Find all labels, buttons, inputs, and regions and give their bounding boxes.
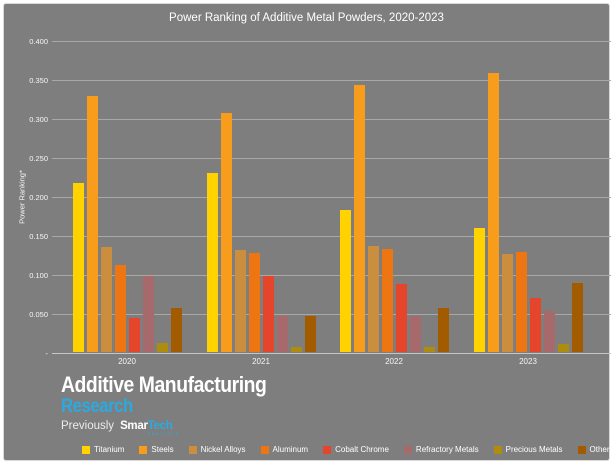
legend-swatch-icon [493,445,502,454]
bar-cobalt-chrome-2021 [263,276,274,352]
bar-steels-2023 [488,73,499,352]
bar-titanium-2021 [207,173,218,352]
legend-item-refractory-metals: Refractory Metals [403,445,479,454]
y-tick-label-0.350: 0.350 [29,76,48,85]
bar-titanium-2022 [340,210,351,352]
legend-item-nickel-alloys: Nickel Alloys [188,445,246,454]
gridline-0.150 [52,236,611,237]
y-tick-label-0.200: 0.200 [29,193,48,202]
brand-smartech-part1: Smar [120,420,148,433]
x-tick-label-2020: 2020 [118,357,136,366]
legend-label: Others [589,445,614,454]
bar-nickel-alloys-2020 [101,247,112,352]
bar-nickel-alloys-2023 [502,254,513,352]
x-tick-label-2023: 2023 [519,357,537,366]
brand-logo: Additive Manufacturing Research Previous… [61,373,294,436]
gridline-0.300 [52,119,611,120]
legend-swatch-icon [188,445,197,454]
y-tick-label-0.100: 0.100 [29,271,48,280]
bar-precious-metals-2020 [157,343,168,352]
bar-others-2021 [305,316,316,352]
bar-cobalt-chrome-2022 [396,284,407,352]
bar-steels-2021 [221,113,232,352]
bar-group-2022 [340,85,449,352]
bar-titanium-2023 [474,228,485,352]
legend-label: Titanium [94,445,125,454]
legend-swatch-icon [577,445,586,454]
bar-precious-metals-2023 [558,344,569,352]
legend-item-aluminum: Aluminum [260,445,309,454]
bar-nickel-alloys-2022 [368,246,379,352]
bar-group-2021 [207,113,316,352]
legend-swatch-icon [139,445,148,454]
legend-swatch-icon [323,445,332,454]
bar-cobalt-chrome-2020 [129,318,140,352]
legend-item-steels: Steels [139,445,174,454]
legend-item-cobalt-chrome: Cobalt Chrome [323,445,389,454]
y-tick-label-0.250: 0.250 [29,154,48,163]
bar-others-2022 [438,308,449,352]
y-tick-label--: - [45,349,49,358]
bar-precious-metals-2021 [291,347,302,352]
bar-aluminum-2023 [516,252,527,352]
brand-smartech-part2: Tech [147,420,173,433]
bar-refractory-metals-2021 [277,316,288,352]
legend-item-titanium: Titanium [82,445,124,454]
bar-aluminum-2022 [382,249,393,352]
bar-refractory-metals-2023 [544,311,555,352]
brand-name-line1: Additive Manufacturing [61,372,267,397]
bar-titanium-2020 [73,183,84,352]
gridline-0.200 [52,197,611,198]
brand-name-line2: Research [61,396,133,418]
legend-item-others: Others [577,445,614,454]
legend-item-precious-metals: Precious Metals [493,445,563,454]
bar-steels-2022 [354,85,365,352]
bar-precious-metals-2022 [424,347,435,352]
legend-label: Aluminum [272,445,309,454]
gridline-0.100 [52,275,611,276]
y-tick-label-0.050: 0.050 [29,310,48,319]
legend-label: Nickel Alloys [200,445,246,454]
legend-label: Steels [151,445,174,454]
y-tick-label-0.400: 0.400 [29,37,48,46]
y-tick-label-0.300: 0.300 [29,115,48,124]
brand-previously-line: Previously SmarTech ANALYSIS [61,420,294,436]
y-tick-label-0.150: 0.150 [29,232,48,241]
gridline-0.250 [52,158,611,159]
legend-swatch-icon [82,445,90,454]
bar-group-2023 [474,73,583,352]
gridline-0.050 [52,314,611,315]
chart-panel: Power Ranking of Additive Metal Powders,… [3,3,614,461]
chart-title: Power Ranking of Additive Metal Powders,… [169,12,444,24]
bar-steels-2020 [87,96,98,352]
x-axis-line [52,353,611,354]
legend-swatch-icon [403,445,412,454]
x-tick-label-2022: 2022 [385,357,403,366]
legend-swatch-icon [260,445,269,454]
gridline-0.400 [52,41,611,42]
bar-group-2020 [73,96,182,352]
bar-others-2020 [171,308,182,352]
gridline-0.350 [52,80,611,81]
bar-cobalt-chrome-2023 [530,298,541,352]
brand-smartech-sub: ANALYSIS [147,431,180,437]
bar-refractory-metals-2022 [410,316,421,352]
bar-refractory-metals-2020 [143,276,154,352]
x-tick-label-2021: 2021 [252,357,270,366]
bar-nickel-alloys-2021 [235,250,246,352]
legend-label: Cobalt Chrome [335,445,389,454]
chart-legend: Titanium Steels Nickel Alloys Aluminum Cobal… [82,445,614,454]
legend-label: Precious Metals [505,445,563,454]
legend-label: Refractory Metals [415,445,479,454]
bar-others-2023 [572,283,583,352]
bar-aluminum-2021 [249,253,260,352]
brand-previously-label: Previously [61,420,115,433]
bar-aluminum-2020 [115,265,126,352]
plot-area: 0.400 0.350 0.300 0.250 0.200 0.150 0.100 0.050… [29,37,611,366]
